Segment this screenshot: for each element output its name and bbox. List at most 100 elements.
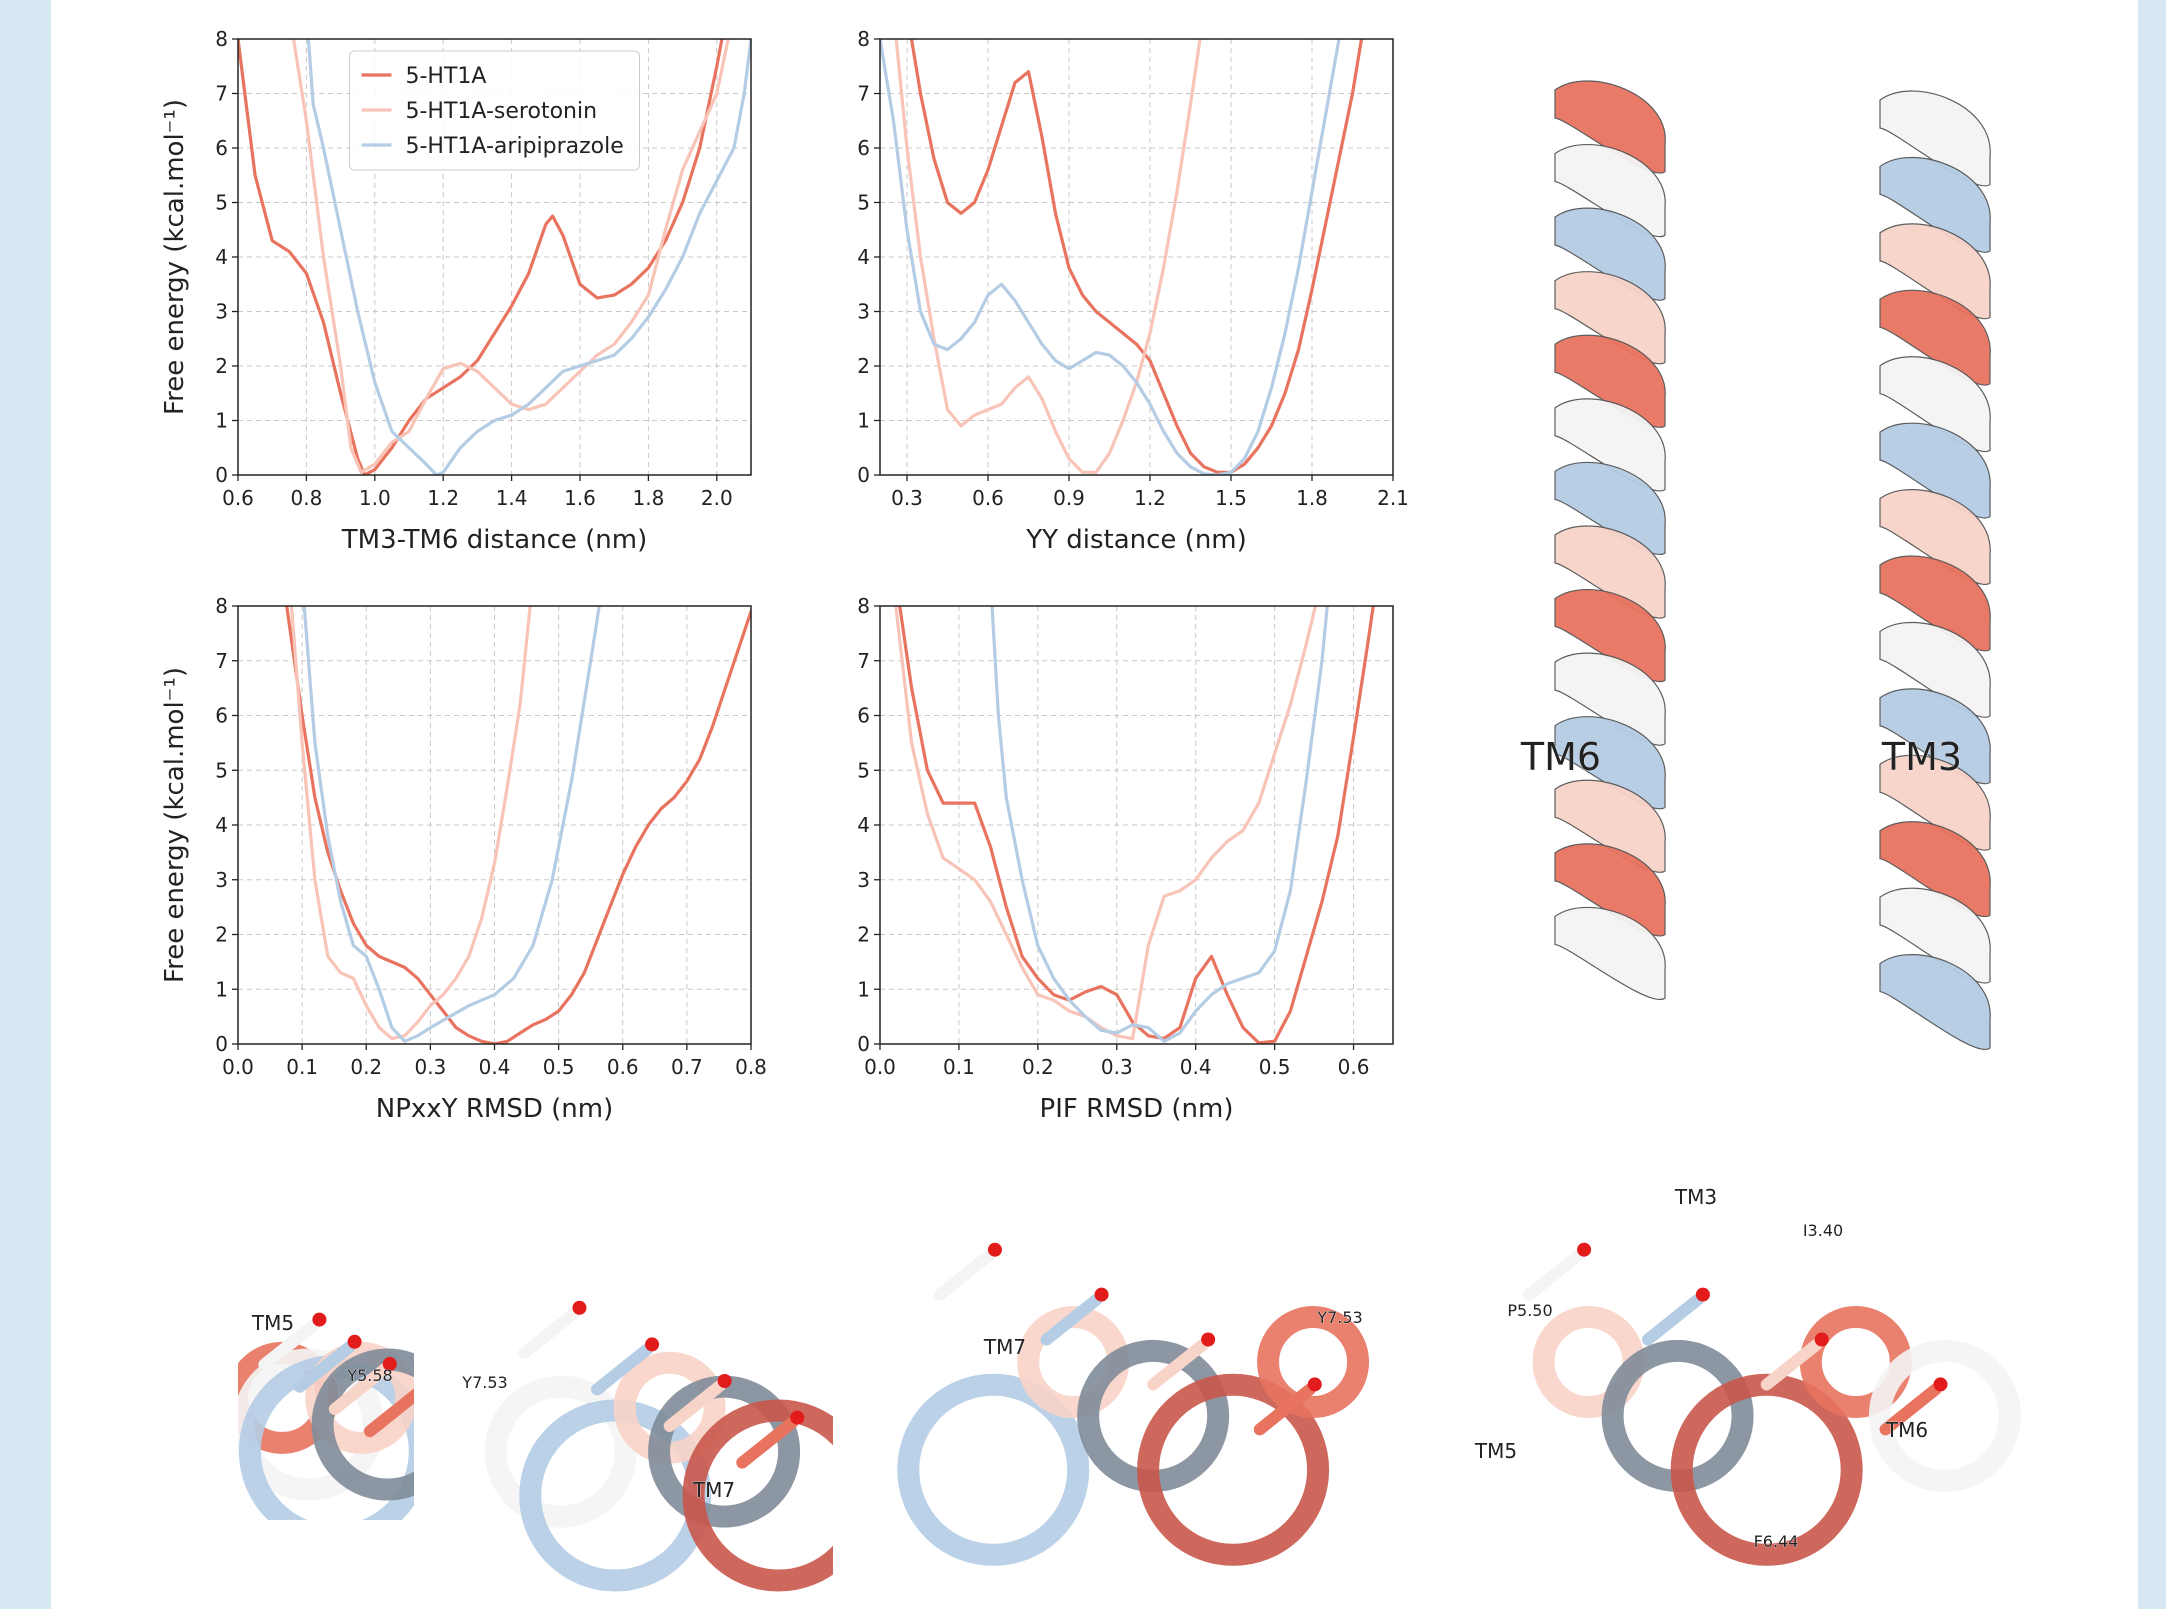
y-tick-label: 1 bbox=[857, 977, 870, 1001]
side-chain bbox=[1760, 1338, 1823, 1391]
chart: 0 1 2 3 4 5 6 7 8 0.0 0.1 0.2 0.3 0.4 0.5 0.6 0.7 0.8 NPxx… bbox=[160, 594, 767, 1124]
x-tick-label: 0.5 bbox=[543, 1055, 575, 1079]
helix-ribbon bbox=[1879, 754, 1991, 851]
y-tick-label: 2 bbox=[215, 354, 228, 378]
structure-label: TM7 bbox=[692, 1478, 735, 1502]
legend-label: 5-HT1A bbox=[406, 64, 487, 89]
side-chain bbox=[258, 1318, 321, 1371]
x-tick-label: 1.2 bbox=[1134, 486, 1166, 510]
side-chain bbox=[1523, 1248, 1586, 1301]
helix-ribbon bbox=[1554, 271, 1666, 365]
structure-labels: TM6 TM3 TM5 Y5.58 Y7.53 TM7 TM7 Y7.53 TM3 I3.40 P5… bbox=[251, 735, 1963, 1552]
x-tick-label: 0.8 bbox=[735, 1055, 767, 1079]
series-line bbox=[285, 606, 751, 1044]
helix-ribbon bbox=[1554, 589, 1666, 683]
oxygen bbox=[790, 1410, 805, 1425]
y-tick-label: 5 bbox=[215, 758, 228, 782]
side-chain bbox=[933, 1248, 996, 1301]
series-line bbox=[990, 606, 1329, 1043]
y-tick-label: 2 bbox=[857, 923, 870, 947]
y-tick-label: 6 bbox=[857, 136, 870, 160]
series-group bbox=[238, 39, 751, 475]
helix-ring bbox=[897, 1373, 1090, 1566]
helix-ribbon bbox=[1554, 652, 1666, 746]
y-tick-label: 8 bbox=[857, 594, 870, 618]
y-tick-label: 8 bbox=[857, 27, 870, 51]
helix-ribbon bbox=[1554, 207, 1666, 301]
y-tick-label: 5 bbox=[215, 191, 228, 215]
series-line bbox=[238, 39, 724, 475]
x-tick-label: 0.6 bbox=[222, 486, 254, 510]
x-tick-label: 0.6 bbox=[1338, 1055, 1370, 1079]
structure-panel bbox=[897, 1242, 1370, 1566]
y-tick-label: 8 bbox=[215, 594, 228, 618]
y-tick-label: 4 bbox=[857, 245, 870, 269]
oxygen bbox=[645, 1337, 660, 1352]
helix-ribbon bbox=[1879, 157, 1991, 253]
series-line bbox=[302, 606, 601, 1043]
helix-ribbon bbox=[1554, 144, 1666, 238]
side-chain bbox=[1641, 1293, 1704, 1346]
helix-ribbon bbox=[1554, 843, 1666, 937]
series-group bbox=[285, 606, 751, 1044]
oxygen bbox=[1933, 1377, 1948, 1392]
helix-ribbon bbox=[1879, 821, 1991, 918]
x-axis-label: NPxxY RMSD (nm) bbox=[376, 1094, 613, 1124]
structure-art bbox=[238, 80, 2021, 1592]
y-tick-label: 6 bbox=[215, 704, 228, 728]
y-tick-label: 7 bbox=[215, 82, 228, 106]
helix-ribbon bbox=[1879, 90, 1991, 187]
x-tick-label: 0.1 bbox=[943, 1055, 975, 1079]
oxygen bbox=[987, 1242, 1002, 1257]
x-tick-label: 0.0 bbox=[222, 1055, 254, 1079]
x-tick-label: 0.6 bbox=[607, 1055, 639, 1079]
x-tick-label: 0.2 bbox=[350, 1055, 382, 1079]
helix-ring bbox=[682, 1399, 833, 1592]
helix-ribbon bbox=[1879, 489, 1991, 586]
oxygen bbox=[347, 1334, 362, 1349]
y-axis-label: Free energy (kcal.mol⁻¹) bbox=[160, 99, 190, 415]
plot-frame bbox=[237, 38, 752, 476]
structure-label: TM6 bbox=[1520, 735, 1601, 779]
x-tick-label: 2.1 bbox=[1377, 486, 1409, 510]
x-tick-label: 0.9 bbox=[1053, 486, 1085, 510]
x-axis-label: YY distance (nm) bbox=[1025, 525, 1247, 555]
oxygen bbox=[1094, 1287, 1109, 1302]
x-tick-label: 0.8 bbox=[290, 486, 322, 510]
x-tick-label: 2.0 bbox=[701, 486, 733, 510]
structure-label: F6.44 bbox=[1754, 1532, 1799, 1551]
x-tick-label: 0.5 bbox=[1259, 1055, 1291, 1079]
helix-ribbon bbox=[1879, 622, 1991, 718]
x-tick-label: 0.7 bbox=[671, 1055, 703, 1079]
structure-label: TM5 bbox=[251, 1311, 294, 1335]
oxygen bbox=[1307, 1377, 1322, 1392]
legend-label: 5-HT1A-aripiprazole bbox=[406, 134, 624, 159]
helix-ring bbox=[1868, 1339, 2021, 1492]
series-line bbox=[898, 606, 1375, 1044]
x-tick-label: 1.8 bbox=[1296, 486, 1328, 510]
side-chain bbox=[1040, 1293, 1103, 1346]
structure-panel bbox=[238, 1312, 414, 1520]
structure-label: I3.40 bbox=[1803, 1221, 1843, 1240]
helix-ribbon bbox=[1554, 80, 1666, 174]
side-chain bbox=[1147, 1338, 1210, 1391]
side-chain bbox=[518, 1306, 581, 1359]
helix-ribbon bbox=[1879, 356, 1991, 453]
series-group bbox=[880, 39, 1364, 475]
helix-ribbon bbox=[1879, 422, 1991, 519]
y-tick-label: 0 bbox=[215, 463, 228, 487]
y-tick-label: 5 bbox=[857, 191, 870, 215]
helix-ribbon bbox=[1879, 954, 1991, 1051]
y-tick-label: 7 bbox=[857, 649, 870, 673]
x-tick-label: 1.0 bbox=[359, 486, 391, 510]
structure-label: TM3 bbox=[1881, 735, 1962, 779]
helix-ribbon bbox=[1554, 461, 1666, 556]
y-tick-label: 3 bbox=[215, 868, 228, 892]
y-tick-label: 3 bbox=[215, 300, 228, 324]
x-tick-label: 1.5 bbox=[1215, 486, 1247, 510]
helix-ribbon bbox=[1554, 779, 1666, 873]
x-tick-label: 1.6 bbox=[564, 486, 596, 510]
y-axis-label: Free energy (kcal.mol⁻¹) bbox=[160, 667, 190, 983]
side-chain bbox=[364, 1388, 414, 1438]
